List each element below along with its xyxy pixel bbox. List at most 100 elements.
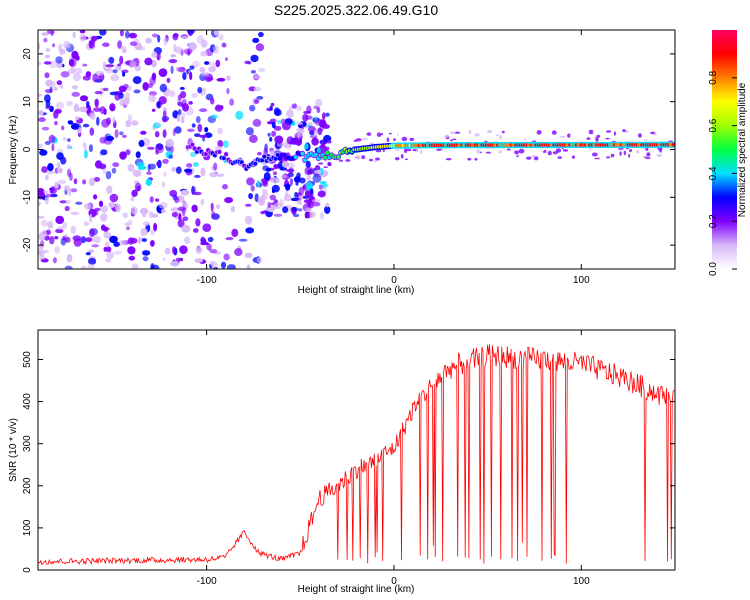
noise-blob <box>79 95 89 102</box>
noise-blob <box>286 162 295 169</box>
noise-blob <box>194 258 203 263</box>
track-fleck <box>386 137 390 142</box>
noise-blob <box>197 123 203 133</box>
noise-blob <box>44 72 50 79</box>
noise-blob <box>188 101 193 105</box>
noise-blob <box>208 61 212 66</box>
spectrogram-x-tick-label: 0 <box>391 275 397 286</box>
colorbar-tick-label: 0.6 <box>708 118 719 132</box>
noise-blob <box>147 146 155 150</box>
noise-blob <box>96 116 100 126</box>
noise-blob <box>231 228 239 238</box>
signal-core <box>300 151 305 156</box>
noise-blob <box>179 86 185 90</box>
spectrogram-y-tick-label: 0 <box>22 146 33 152</box>
track-fleck <box>406 148 412 152</box>
noise-blob <box>137 237 142 244</box>
snr-frame <box>37 329 676 571</box>
noise-blob <box>204 127 209 133</box>
noise-blob <box>297 130 301 139</box>
noise-blob <box>213 44 220 54</box>
noise-blob <box>156 122 161 126</box>
snr-series-line <box>38 344 675 566</box>
noise-blob <box>272 171 278 176</box>
noise-blob <box>180 91 187 99</box>
noise-blob <box>105 135 115 142</box>
track-fleck <box>636 150 640 154</box>
spectrogram-y-tick-label: -20 <box>22 237 33 252</box>
noise-blob <box>49 188 54 194</box>
noise-blob <box>127 163 135 172</box>
noise-blob <box>244 60 251 65</box>
noise-blob <box>142 250 151 256</box>
track-fleck <box>551 130 557 135</box>
noise-blob <box>250 185 255 192</box>
noise-blob <box>43 37 48 43</box>
noise-blob <box>222 140 229 148</box>
noise-blob <box>101 118 110 128</box>
noise-blob <box>206 77 214 81</box>
noise-blob <box>279 198 284 207</box>
noise-blob <box>38 255 46 260</box>
track-fleck <box>468 129 472 134</box>
noise-blob <box>82 123 90 128</box>
noise-blob <box>141 207 148 214</box>
noise-blob <box>224 197 234 204</box>
noise-blob <box>175 166 182 174</box>
noise-blob <box>44 89 53 94</box>
noise-blob <box>263 172 271 181</box>
track-fleck <box>362 137 368 141</box>
colorbar: 0.0 0.2 0.4 0.6 0.8 Normalized spectral ampl… <box>708 30 748 276</box>
noise-blob <box>223 253 230 261</box>
noise-blob <box>162 257 166 262</box>
track-fleck <box>355 155 361 160</box>
track-fleck <box>474 157 478 161</box>
track-fleck <box>613 131 617 136</box>
noise-blob <box>244 215 253 225</box>
noise-blob <box>129 60 137 68</box>
noise-blob <box>142 82 149 91</box>
noise-blob <box>255 43 265 52</box>
noise-blob <box>64 236 71 243</box>
noise-blob <box>184 168 193 173</box>
signal-core <box>293 155 298 159</box>
noise-blob <box>83 221 90 227</box>
noise-blob <box>193 228 199 233</box>
noise-blob <box>61 125 65 131</box>
track-fleck <box>557 156 562 159</box>
noise-blob <box>252 75 262 79</box>
noise-blob <box>38 93 43 97</box>
noise-blob <box>305 207 312 213</box>
noise-blob <box>38 61 42 66</box>
noise-blob <box>316 147 321 153</box>
track-fleck <box>506 148 511 151</box>
noise-blob <box>181 35 190 39</box>
noise-blob <box>186 128 195 132</box>
track-fleck <box>444 134 450 138</box>
noise-blob <box>173 33 179 38</box>
noise-blob <box>244 252 253 258</box>
noise-blob <box>131 189 138 197</box>
noise-blob <box>99 213 108 222</box>
colorbar-label: Normalized spectral amplitude <box>737 82 748 217</box>
track-fleck <box>625 147 629 150</box>
noise-blob <box>60 156 67 165</box>
track-fleck <box>657 147 663 151</box>
noise-blob <box>105 170 112 180</box>
noise-blob <box>93 107 102 112</box>
noise-blob <box>100 205 109 213</box>
noise-blob <box>182 216 189 222</box>
noise-blob <box>38 215 45 219</box>
noise-blob <box>121 69 129 74</box>
track-fleck <box>325 159 328 163</box>
noise-blob <box>112 69 118 74</box>
noise-blob <box>288 106 293 110</box>
snr-y-tick-label: 500 <box>22 351 33 368</box>
track-fleck <box>397 133 400 136</box>
noise-blob <box>112 116 116 124</box>
noise-blob <box>222 184 228 190</box>
noise-blob <box>79 33 87 42</box>
noise-blob <box>177 66 186 73</box>
noise-blob <box>127 246 136 255</box>
